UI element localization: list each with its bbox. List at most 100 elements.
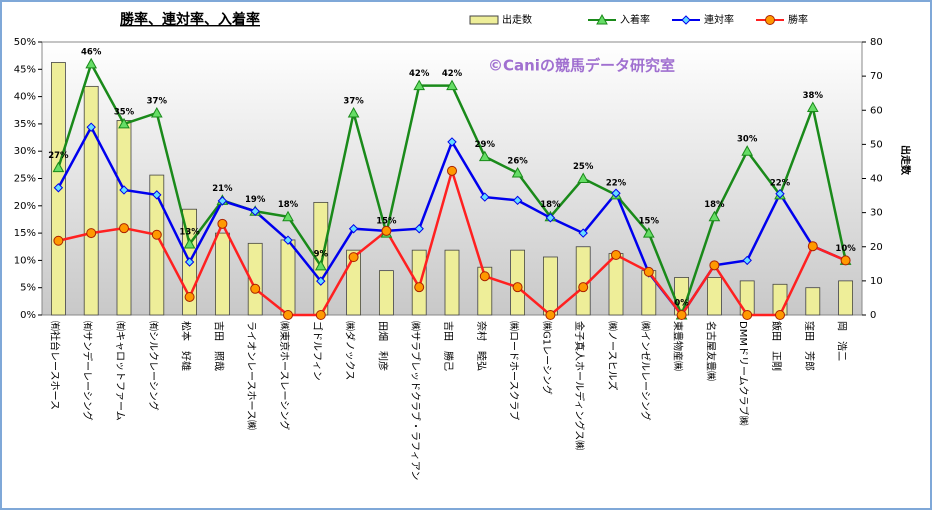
bar bbox=[444, 249, 460, 316]
marker bbox=[152, 190, 162, 200]
marker bbox=[348, 252, 359, 263]
data-label: 9% bbox=[314, 249, 329, 259]
data-label: 0% bbox=[674, 299, 689, 309]
marker bbox=[775, 310, 785, 320]
y2-tick-label: 60 bbox=[870, 105, 883, 116]
data-label: 22% bbox=[770, 178, 791, 188]
marker bbox=[446, 79, 458, 91]
marker bbox=[545, 310, 556, 320]
legend-label: 連対率 bbox=[704, 13, 734, 26]
y2-tick-label: 40 bbox=[870, 174, 883, 185]
data-label: 35% bbox=[114, 107, 135, 117]
y-tick-label: 0% bbox=[20, 310, 36, 321]
data-label: 13% bbox=[179, 228, 200, 238]
data-label: 37% bbox=[343, 96, 364, 106]
x-tick-label: 飯田 正剛 bbox=[770, 321, 783, 371]
marker bbox=[150, 106, 163, 118]
chart-title: 勝率、連対率、入着率 bbox=[120, 11, 260, 28]
y-tick-label: 10% bbox=[14, 255, 36, 266]
data-label: 18% bbox=[278, 200, 299, 210]
x-tick-label: ㈲キャロットファーム bbox=[114, 321, 126, 421]
y2-tick-label: 70 bbox=[870, 71, 883, 82]
watermark: ©Caniの競馬データ研究室 bbox=[488, 57, 675, 75]
marker bbox=[348, 224, 359, 234]
data-label: 10% bbox=[835, 244, 856, 254]
marker bbox=[511, 167, 524, 178]
marker bbox=[53, 235, 64, 246]
marker bbox=[512, 282, 523, 293]
marker bbox=[347, 106, 360, 118]
marker bbox=[611, 249, 621, 260]
y-tick-label: 35% bbox=[14, 119, 36, 130]
bar bbox=[214, 232, 230, 316]
x-tick-label: DMMドリームクラブ㈱ bbox=[737, 321, 750, 426]
x-tick-label: ㈱インゼルレーシング bbox=[639, 321, 652, 421]
marker bbox=[315, 310, 326, 320]
marker bbox=[478, 150, 491, 162]
bar bbox=[83, 85, 99, 316]
data-label: 21% bbox=[212, 184, 233, 194]
data-label: 27% bbox=[48, 151, 69, 161]
marker bbox=[86, 122, 96, 132]
marker bbox=[611, 188, 621, 198]
y-tick-label: 40% bbox=[14, 92, 36, 103]
marker bbox=[184, 257, 195, 267]
data-label: 18% bbox=[704, 200, 725, 210]
marker bbox=[681, 15, 691, 25]
x-tick-label: 名古屋友豊㈱ bbox=[704, 321, 717, 381]
marker bbox=[775, 189, 785, 199]
marker bbox=[480, 192, 490, 202]
marker bbox=[741, 145, 754, 156]
marker bbox=[512, 195, 523, 206]
y-tick-label: 45% bbox=[14, 64, 36, 75]
bar bbox=[707, 277, 722, 316]
data-label: 15% bbox=[639, 217, 660, 227]
bar bbox=[378, 270, 394, 316]
y2-tick-label: 30 bbox=[870, 208, 883, 219]
marker bbox=[184, 291, 195, 302]
data-label: 42% bbox=[442, 69, 463, 79]
marker bbox=[282, 210, 294, 222]
y2-tick-label: 0 bbox=[870, 310, 876, 321]
x-tick-label: ㈲シルクレーシング bbox=[147, 321, 160, 411]
x-tick-label: 岡 浩二 bbox=[836, 321, 848, 361]
x-tick-label: ㈲社台レースホース bbox=[48, 321, 61, 410]
x-tick-label: ㈱ロードホースクラブ bbox=[508, 321, 521, 421]
marker bbox=[676, 310, 687, 320]
bar bbox=[543, 256, 558, 316]
marker bbox=[52, 161, 65, 173]
marker bbox=[577, 172, 590, 183]
y-tick-label: 25% bbox=[14, 174, 36, 185]
marker bbox=[85, 57, 98, 69]
x-tick-label: 東豊物産㈱ bbox=[672, 321, 685, 371]
marker bbox=[578, 228, 588, 238]
y2-tick-label: 80 bbox=[870, 37, 883, 48]
bar bbox=[149, 174, 165, 316]
data-label: 29% bbox=[475, 140, 496, 150]
marker bbox=[413, 79, 426, 91]
marker bbox=[414, 282, 425, 293]
x-tick-label: ㈱東京ホースレーシング bbox=[278, 321, 291, 430]
bar bbox=[838, 280, 853, 316]
x-tick-label: ㈱ダノックス bbox=[344, 321, 357, 380]
bar bbox=[608, 253, 624, 316]
data-label: 26% bbox=[507, 157, 528, 167]
legend-label: 出走数 bbox=[502, 13, 532, 26]
data-label: 22% bbox=[606, 178, 627, 188]
x-tick-label: 吉田 勝己 bbox=[442, 321, 455, 371]
y-tick-label: 15% bbox=[14, 228, 36, 239]
marker bbox=[642, 227, 655, 238]
marker bbox=[217, 196, 228, 206]
data-label: 38% bbox=[803, 91, 824, 101]
marker bbox=[807, 241, 818, 252]
marker bbox=[86, 228, 97, 239]
marker bbox=[596, 13, 608, 25]
legend-swatch bbox=[469, 15, 499, 25]
marker bbox=[119, 185, 129, 195]
marker bbox=[381, 225, 392, 236]
marker bbox=[447, 165, 457, 176]
bar bbox=[116, 120, 132, 316]
x-tick-label: 奈村 睦弘 bbox=[475, 321, 488, 371]
marker bbox=[414, 224, 424, 234]
marker bbox=[840, 255, 851, 266]
